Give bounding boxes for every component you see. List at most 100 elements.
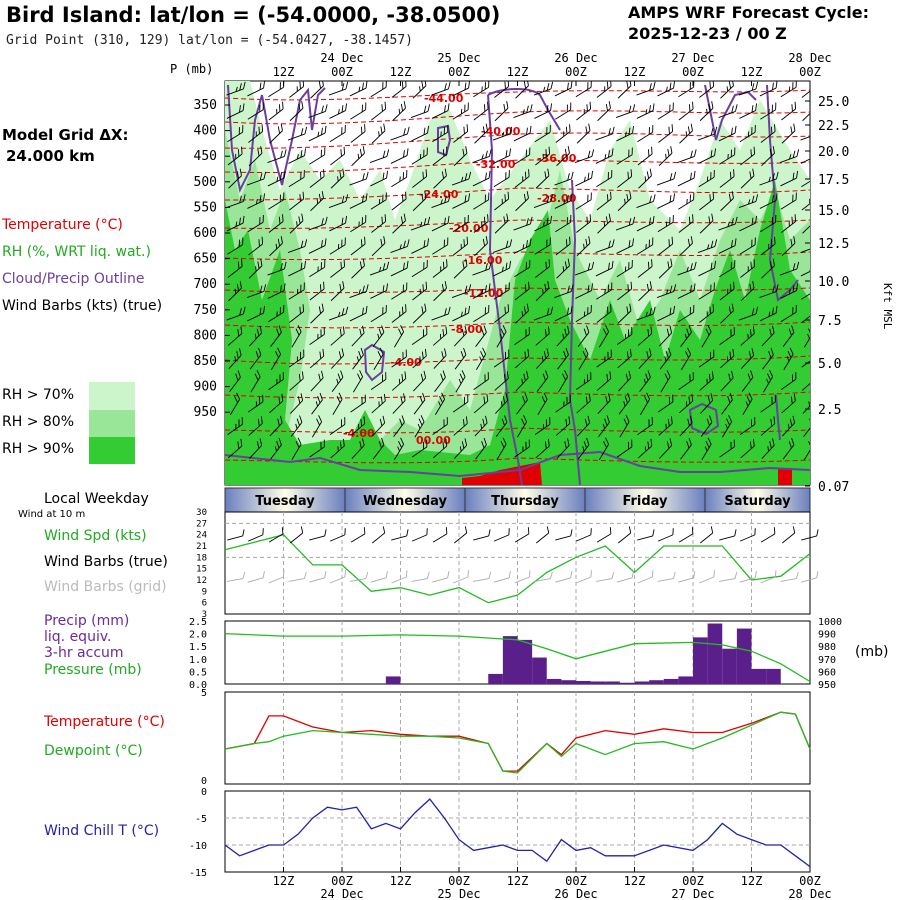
wind-barb xyxy=(492,239,513,254)
pressure-tick-label: 970 xyxy=(818,655,836,666)
wind-tick-label: 21 xyxy=(196,542,207,552)
wind-barb xyxy=(288,282,305,300)
wind-barb xyxy=(698,349,715,368)
precip-tick-label: 2.0 xyxy=(189,630,207,641)
wind-barb xyxy=(331,370,344,392)
wind-barb xyxy=(595,239,615,254)
wind-barb xyxy=(473,372,489,391)
pressure-tick-label: 400 xyxy=(194,124,217,139)
wind-barb xyxy=(472,261,492,276)
wind-barb-true xyxy=(575,528,592,542)
wind-barb-grid xyxy=(309,571,327,583)
wind-barb xyxy=(289,304,305,323)
wind-barb xyxy=(596,81,612,98)
wind-barb xyxy=(657,394,674,413)
weekday-name: Saturday xyxy=(724,494,791,509)
legend-rh: RH (%, WRT liq. wat.) xyxy=(2,244,151,260)
wind-barb xyxy=(432,417,448,436)
weekday-name: Thursday xyxy=(491,494,559,509)
wind-barb xyxy=(720,370,734,392)
wind-barb xyxy=(475,437,487,460)
wind-barb xyxy=(699,304,715,323)
wind-barb xyxy=(617,281,633,301)
wind-barb xyxy=(248,258,263,279)
wind-barb xyxy=(617,191,632,212)
cloud-outline xyxy=(568,179,581,485)
wind-barb xyxy=(740,259,756,278)
wind-barb-true xyxy=(801,529,819,541)
wind-barb xyxy=(656,284,677,299)
wind-barb xyxy=(473,81,490,98)
wind-chill-label: Wind Chill T (°C) xyxy=(44,823,160,839)
wind-barb xyxy=(249,438,263,459)
wind-chill-panel: 0 -5 -10 -15 xyxy=(189,787,811,879)
wind-barb xyxy=(434,392,446,415)
wind-barb xyxy=(718,216,738,231)
wind-barb xyxy=(455,370,466,393)
temp-label: 00.00 xyxy=(416,434,451,447)
wind-barb-true xyxy=(514,527,530,543)
wind-barb xyxy=(410,104,431,119)
wind-barb-true xyxy=(657,528,674,542)
wind-barb xyxy=(496,437,507,460)
wind-barb xyxy=(330,168,345,189)
time-tick-label: 12Z xyxy=(507,65,529,79)
wind-barb xyxy=(782,325,795,347)
wind-barb xyxy=(719,439,735,458)
wind-barb xyxy=(268,305,285,323)
wind-barb-true xyxy=(555,529,573,541)
wind-barb xyxy=(801,356,810,368)
wind-barb xyxy=(392,101,406,122)
wind-barb xyxy=(431,215,450,232)
wind-barb xyxy=(472,149,492,164)
wind-barb xyxy=(372,325,385,347)
wind-barb xyxy=(514,260,531,278)
wind-barb xyxy=(412,191,427,212)
height-ticks: 25.0 22.5 20.0 17.5 15.0 12.5 10.0 7.5 5.0 2.5 0.0… xyxy=(805,95,849,495)
legend-rh90: RH > 90% xyxy=(2,441,75,457)
wind-speed-line xyxy=(224,533,811,604)
pressure-tick-label: 950 xyxy=(194,405,217,420)
wind-barb xyxy=(331,348,345,369)
wind-barb xyxy=(350,124,366,143)
wind-barb xyxy=(802,220,810,234)
wind-barb xyxy=(227,259,243,278)
wind-barb xyxy=(370,170,389,187)
wind-barb xyxy=(700,393,714,414)
wind-barb xyxy=(598,325,610,348)
temp-label: -8.00 xyxy=(451,323,483,336)
wind-barb xyxy=(741,348,755,369)
pressure-tick-label: 500 xyxy=(194,175,217,190)
wind-barb xyxy=(678,192,695,210)
pressure-label: Pressure (mb) xyxy=(44,662,142,678)
pressure-tick-label: 800 xyxy=(194,328,217,343)
wind-barb xyxy=(369,261,390,276)
wind-barb xyxy=(699,213,714,234)
wind-tick-label: 30 xyxy=(196,508,207,518)
wind-barb xyxy=(393,437,405,460)
wind-barb xyxy=(310,370,324,392)
wind-barb xyxy=(513,216,533,231)
height-tick-label: 12.5 xyxy=(818,237,849,252)
wind-barb xyxy=(576,123,591,144)
wind-barb-grid xyxy=(247,571,265,583)
precip-bar xyxy=(605,681,620,684)
precip-bar xyxy=(576,680,591,684)
temp-label: -28.00 xyxy=(537,192,577,205)
wind-tick-label: 24 xyxy=(196,531,207,541)
wind-barb xyxy=(226,194,246,209)
wind-barb-true xyxy=(391,529,409,541)
wind-barb xyxy=(472,170,491,187)
wind-barb xyxy=(698,282,715,300)
model-grid-value: 24.000 km xyxy=(6,147,95,165)
wind-barb xyxy=(249,325,263,347)
wind-barb-true xyxy=(699,526,714,544)
wind-barb xyxy=(432,438,448,459)
wind-barb-true xyxy=(432,527,448,543)
wind-barb xyxy=(803,328,810,348)
wind-barb xyxy=(534,125,551,143)
wind-barb xyxy=(289,213,304,234)
wind-barb-grid xyxy=(411,572,430,582)
wind-barb xyxy=(678,214,694,233)
